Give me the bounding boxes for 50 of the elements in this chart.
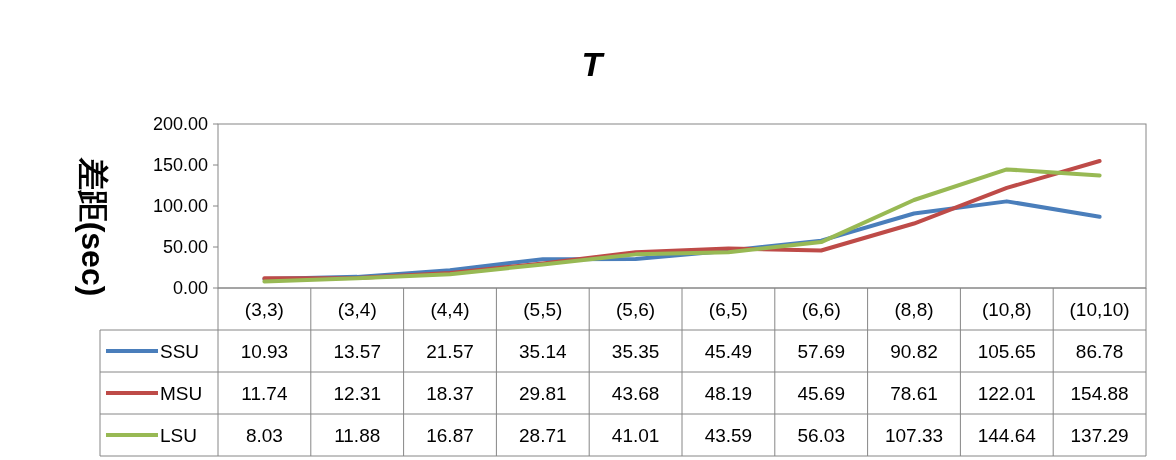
data-label: 48.19 <box>704 383 753 404</box>
data-label: 21.57 <box>426 341 474 362</box>
legend-label: SSU <box>160 341 200 362</box>
data-label: 45.49 <box>704 341 753 362</box>
data-label: 43.68 <box>611 383 660 404</box>
data-label: 12.31 <box>333 383 381 404</box>
y-tick-label: 50.00 <box>162 237 208 257</box>
data-label: 16.87 <box>426 425 474 446</box>
data-label: 137.29 <box>1070 425 1129 446</box>
data-label: 11.74 <box>241 383 288 404</box>
x-tick-label: (3,4) <box>337 299 377 320</box>
x-tick-label: (5,5) <box>523 299 563 320</box>
y-tick-label: 200.00 <box>152 114 208 134</box>
y-tick-label: 0.00 <box>172 278 208 298</box>
x-tick-label: (6,5) <box>708 299 748 320</box>
data-label: 41.01 <box>611 425 660 446</box>
data-label: 11.88 <box>334 425 381 446</box>
data-label: 28.71 <box>519 425 567 446</box>
data-label: 78.61 <box>890 383 938 404</box>
data-label: 107.33 <box>884 425 944 446</box>
data-label: 35.35 <box>611 341 660 362</box>
data-label: 154.88 <box>1070 383 1129 404</box>
data-label: 105.65 <box>977 341 1036 362</box>
x-tick-label: (10,8) <box>981 299 1032 320</box>
data-label: 122.01 <box>977 383 1036 404</box>
y-tick-label: 150.00 <box>152 155 208 175</box>
data-label: 10.93 <box>240 341 289 362</box>
data-label: 90.82 <box>890 341 938 362</box>
data-label: 56.03 <box>797 425 845 446</box>
x-tick-label: (8,8) <box>894 299 934 320</box>
data-label: 18.37 <box>426 383 474 404</box>
x-tick-label: (6,6) <box>801 299 841 320</box>
y-tick-label: 100.00 <box>152 196 208 216</box>
y-axis-title: 差距(sec) <box>75 156 111 297</box>
legend-label: LSU <box>160 425 197 446</box>
data-label: 29.81 <box>519 383 567 404</box>
data-label: 8.03 <box>245 425 283 446</box>
x-tick-label: (3,3) <box>244 299 284 320</box>
chart-title: T <box>581 45 606 83</box>
data-label: 43.59 <box>704 425 753 446</box>
data-label: 45.69 <box>797 383 845 404</box>
data-label: 144.64 <box>977 425 1037 446</box>
data-label: 35.14 <box>519 341 568 362</box>
legend-label: MSU <box>160 383 203 404</box>
data-label: 57.69 <box>797 341 845 362</box>
data-label: 86.78 <box>1075 341 1124 362</box>
data-label: 13.57 <box>333 341 381 362</box>
x-tick-label: (4,4) <box>430 299 470 320</box>
x-tick-label: (10,10) <box>1069 299 1130 320</box>
x-tick-label: (5,6) <box>616 299 656 320</box>
